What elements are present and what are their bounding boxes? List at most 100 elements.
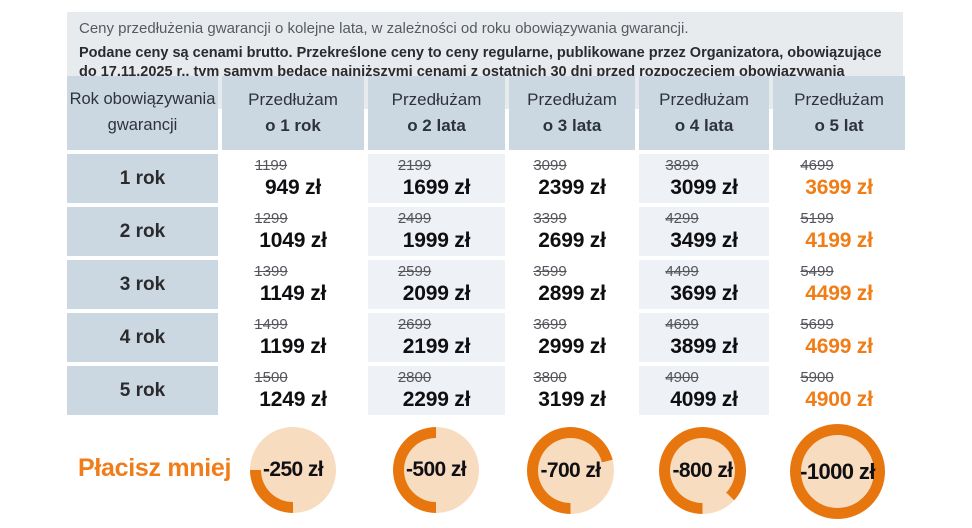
discount-ring-face: -250 zł xyxy=(261,438,325,502)
discount-ring-face: -700 zł xyxy=(538,438,603,503)
row-axis-header-line1: Rok obowiązywania xyxy=(69,90,216,109)
old-price: 3099 xyxy=(533,157,567,174)
new-price: 2899 zł xyxy=(538,281,606,305)
old-price: 5499 xyxy=(800,263,834,280)
banner-title: Ceny przedłużenia gwarancji o kolejne la… xyxy=(79,20,689,37)
new-price: 1049 zł xyxy=(259,228,327,252)
column-header-1-line1: Przedłużam xyxy=(248,89,338,109)
old-price: 1199 xyxy=(254,157,288,174)
savings-label: Płacisz mniej xyxy=(78,454,232,482)
column-header-4-line2: o 4 lata xyxy=(674,116,734,135)
discount-badge: -700 zł xyxy=(527,427,614,514)
old-price: 2699 xyxy=(397,316,432,333)
discount-amount: -250 zł xyxy=(263,458,324,481)
old-price: 2800 xyxy=(397,369,432,386)
row-label: 2 rok xyxy=(67,207,218,256)
old-price: 1399 xyxy=(254,263,288,280)
price-cell: 2699 2199 zł xyxy=(368,313,505,362)
new-price: 4199 zł xyxy=(805,228,873,252)
price-cell: 4900 4099 zł xyxy=(639,366,769,415)
row-axis-header: Rok obowiązywania gwarancji xyxy=(67,76,218,150)
new-price: 2399 zł xyxy=(538,175,606,199)
price-cell: 4499 3699 zł xyxy=(639,260,769,309)
old-price: 3800 xyxy=(533,369,567,386)
price-cell: 5699 4699 zł xyxy=(773,313,905,362)
column-header-4-line1: Przedłużam xyxy=(659,89,749,109)
old-price: 4900 xyxy=(665,369,699,386)
price-cell: 3399 2699 zł xyxy=(509,207,635,256)
old-price: 5699 xyxy=(800,316,834,333)
old-price: 3699 xyxy=(533,316,567,333)
price-cell: 3099 2399 zł xyxy=(509,154,635,203)
price-cell: 1500 1249 zł xyxy=(222,366,364,415)
column-header-3: Przedłużam o 3 lata xyxy=(509,76,635,150)
column-header-4: Przedłużam o 4 lata xyxy=(639,76,769,150)
row-label: 1 rok xyxy=(67,154,218,203)
new-price: 4499 zł xyxy=(805,281,873,305)
price-cell: 1199 949 zł xyxy=(222,154,364,203)
price-cell: 5900 4900 zł xyxy=(773,366,905,415)
column-header-2-line2: o 2 lata xyxy=(407,116,466,135)
discount-amount: -1000 zł xyxy=(800,458,875,484)
price-cell: 1299 1049 zł xyxy=(222,207,364,256)
discount-amount: -800 zł xyxy=(672,458,734,482)
old-price: 4699 xyxy=(800,157,834,174)
discount-ring-face: -1000 zł xyxy=(800,435,875,508)
new-price: 4099 zł xyxy=(670,387,738,411)
old-price: 2199 xyxy=(397,157,432,174)
new-price: 1149 zł xyxy=(259,281,327,305)
new-price: 1249 zł xyxy=(259,387,327,411)
old-price: 1299 xyxy=(254,210,288,227)
new-price: 2199 zł xyxy=(402,334,471,358)
old-price: 1500 xyxy=(254,369,288,386)
price-cell: 2800 2299 zł xyxy=(368,366,505,415)
row-label: 4 rok xyxy=(67,313,218,362)
price-cell: 3899 3099 zł xyxy=(639,154,769,203)
price-cell: 1499 1199 zł xyxy=(222,313,364,362)
column-header-1-line2: o 1 rok xyxy=(265,116,321,135)
price-cell: 2499 1999 zł xyxy=(368,207,505,256)
new-price: 1199 zł xyxy=(259,334,327,358)
row-label: 3 rok xyxy=(67,260,218,309)
column-header-1: Przedłużam o 1 rok xyxy=(222,76,364,150)
price-cell: 4299 3499 zł xyxy=(639,207,769,256)
column-header-3-line1: Przedłużam xyxy=(527,89,617,109)
discount-amount: -500 zł xyxy=(406,458,467,481)
banner-note: Podane ceny są cenami brutto. Przekreślo… xyxy=(79,44,882,99)
new-price: 1999 zł xyxy=(402,228,471,252)
price-cell: 5499 4499 zł xyxy=(773,260,905,309)
price-cell: 2199 1699 zł xyxy=(368,154,505,203)
column-header-3-line2: o 3 lata xyxy=(542,116,602,135)
new-price: 3699 zł xyxy=(670,281,738,305)
old-price: 5199 xyxy=(800,210,834,227)
old-price: 5900 xyxy=(800,369,834,386)
row-axis-header-line2: gwarancji xyxy=(107,116,178,134)
old-price: 1499 xyxy=(254,316,288,333)
discount-badge: -1000 zł xyxy=(790,424,885,519)
price-cell: 4699 3699 zł xyxy=(773,154,905,203)
new-price: 2099 zł xyxy=(402,281,471,305)
discount-badge: -250 zł xyxy=(250,427,336,513)
new-price: 949 zł xyxy=(264,175,321,199)
new-price: 1699 zł xyxy=(402,175,471,199)
old-price: 2499 xyxy=(397,210,432,227)
new-price: 3699 zł xyxy=(805,175,873,199)
discount-amount: -700 zł xyxy=(540,458,602,482)
old-price: 3899 xyxy=(665,157,699,174)
column-header-5-line1: Przedłużam xyxy=(794,89,884,109)
price-cell: 3800 3199 zł xyxy=(509,366,635,415)
new-price: 2699 zł xyxy=(538,228,606,252)
discount-badge: -800 zł xyxy=(659,427,746,514)
old-price: 4499 xyxy=(665,263,699,280)
price-cell: 5199 4199 zł xyxy=(773,207,905,256)
new-price: 3199 zł xyxy=(538,387,606,411)
new-price: 2999 zł xyxy=(538,334,606,358)
price-cell: 2599 2099 zł xyxy=(368,260,505,309)
discount-ring-face: -500 zł xyxy=(404,438,468,502)
column-header-5-line2: o 5 lat xyxy=(814,116,864,135)
column-header-2: Przedłużam o 2 lata xyxy=(368,76,505,150)
new-price: 2299 zł xyxy=(402,387,471,411)
row-label: 5 rok xyxy=(67,366,218,415)
discount-badge: -500 zł xyxy=(393,427,479,513)
new-price: 3899 zł xyxy=(670,334,738,358)
